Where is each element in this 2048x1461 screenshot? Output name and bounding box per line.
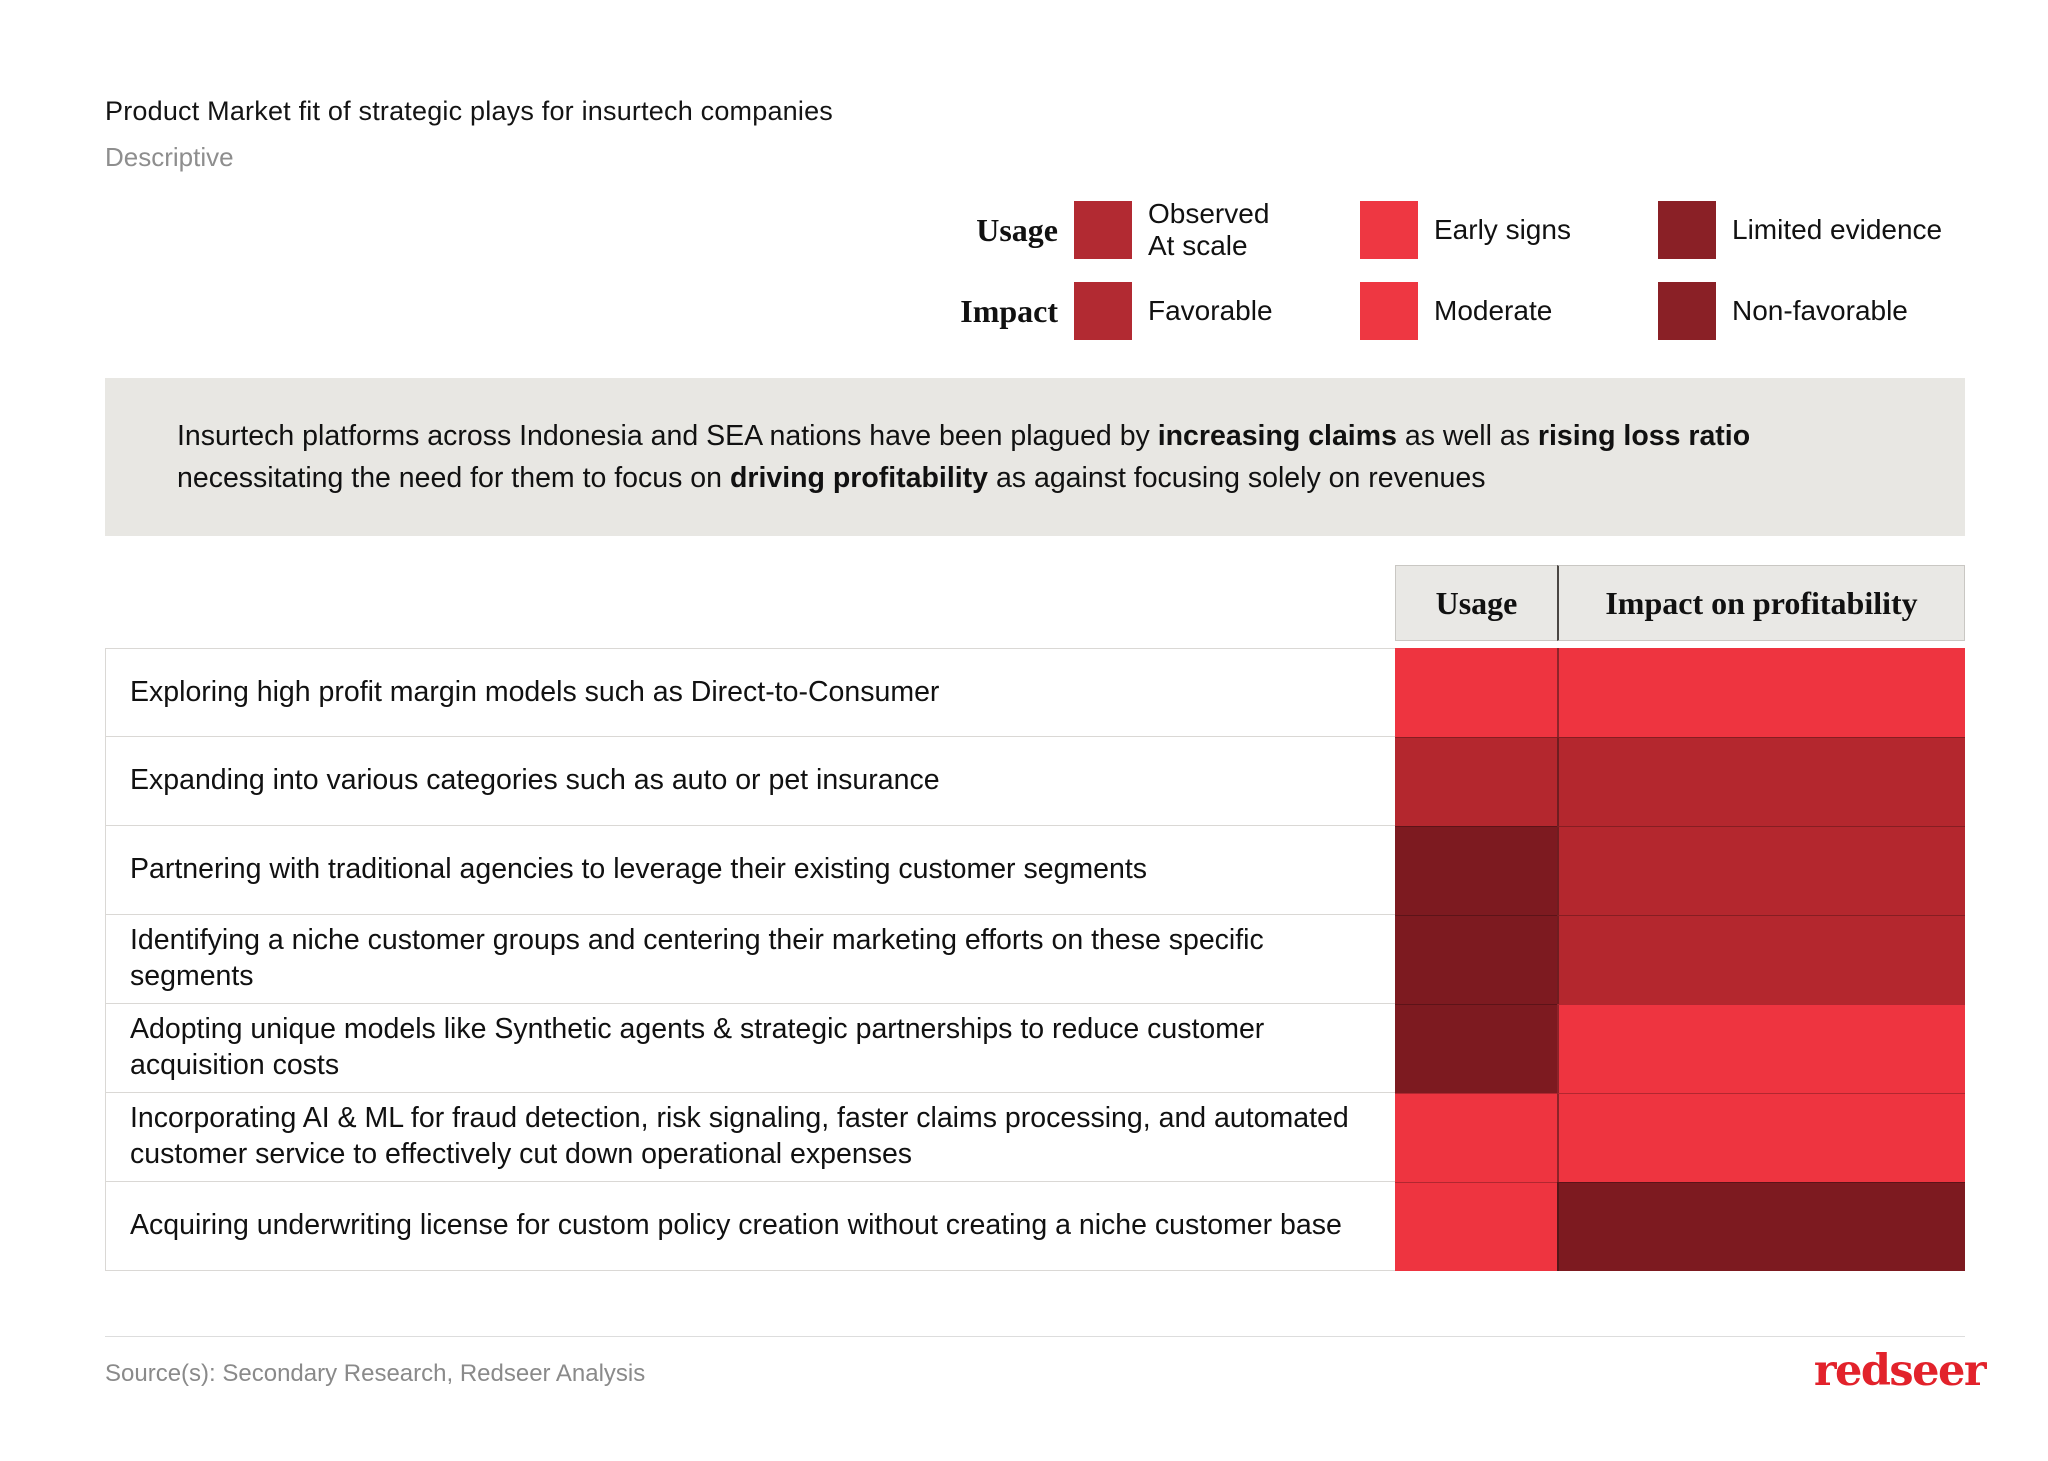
legend-swatch-observed_at_scale (1074, 201, 1132, 260)
callout-segment: necessitating the need for them to focus… (177, 462, 730, 494)
legend-swatch-early_signs (1360, 201, 1418, 260)
table-row: Adopting unique models like Synthetic ag… (105, 1004, 1965, 1093)
legend-label-moderate: Moderate (1434, 295, 1553, 327)
strategy-matrix: Usage Impact on profitability Exploring … (105, 565, 1965, 1271)
callout-text: Insurtech platforms across Indonesia and… (177, 415, 1875, 499)
callout-box: Insurtech platforms across Indonesia and… (105, 378, 1965, 536)
impact-cell-favorable (1557, 915, 1965, 1004)
matrix-rows: Exploring high profit margin models such… (105, 648, 1965, 1271)
callout-segment: Insurtech platforms across Indonesia and… (177, 419, 1158, 452)
strategy-cell: Incorporating AI & ML for fraud detectio… (105, 1093, 1395, 1182)
strategy-cell: Identifying a niche customer groups and … (105, 915, 1395, 1004)
impact-cell-favorable (1557, 826, 1965, 915)
page-title: Product Market fit of strategic plays fo… (105, 96, 834, 126)
callout-emphasis: driving profitability (729, 462, 989, 494)
table-row: Partnering with traditional agencies to … (105, 826, 1965, 915)
strategy-cell: Adopting unique models like Synthetic ag… (105, 1004, 1395, 1093)
impact-cell-moderate (1557, 648, 1965, 737)
matrix-header: Usage Impact on profitability (1395, 565, 1965, 641)
usage-cell-observed_at_scale (1395, 737, 1557, 826)
legend-swatch-moderate (1360, 282, 1418, 341)
strategy-cell: Exploring high profit margin models such… (105, 648, 1395, 737)
strategy-cell: Expanding into various categories such a… (105, 737, 1395, 826)
legend-label-limited_evidence: Limited evidence (1732, 214, 1943, 246)
legend-label-observed_at_scale: Observed At scale (1148, 198, 1270, 262)
impact-cell-moderate (1557, 1093, 1965, 1182)
legend: Usage Observed At scale Early signs Limited… (928, 198, 2032, 341)
usage-cell-early_signs (1395, 648, 1557, 737)
usage-column-header: Usage (1395, 565, 1557, 641)
impact-cell-favorable (1557, 737, 1965, 826)
table-row: Identifying a niche customer groups and … (105, 915, 1965, 1004)
usage-cell-limited_evidence (1395, 915, 1557, 1004)
table-row: Incorporating AI & ML for fraud detectio… (105, 1093, 1965, 1182)
callout-emphasis: increasing claims (1157, 419, 1397, 452)
legend-swatch-favorable (1074, 282, 1132, 341)
callout-emphasis: rising loss ratio (1537, 419, 1751, 452)
impact-cell-non_favorable (1557, 1182, 1965, 1271)
source-note: Source(s): Secondary Research, Redseer A… (105, 1360, 646, 1387)
page-subtitle: Descriptive (105, 142, 234, 172)
usage-cell-early_signs (1395, 1093, 1557, 1182)
table-row: Exploring high profit margin models such… (105, 648, 1965, 737)
strategy-cell: Partnering with traditional agencies to … (105, 826, 1395, 915)
callout-segment: as well as (1396, 419, 1538, 452)
table-row: Expanding into various categories such a… (105, 737, 1965, 826)
legend-swatch-non_favorable (1658, 282, 1716, 341)
legend-swatch-limited_evidence (1658, 201, 1716, 260)
usage-cell-limited_evidence (1395, 1004, 1557, 1093)
table-row: Acquiring underwriting license for custo… (105, 1182, 1965, 1271)
callout-segment: as against focusing solely on revenues (988, 462, 1486, 494)
strategy-cell: Acquiring underwriting license for custo… (105, 1182, 1395, 1271)
footer-divider (105, 1336, 1965, 1337)
legend-label-non_favorable: Non-favorable (1732, 295, 1908, 327)
redseer-logo: redseer (1813, 1346, 1987, 1396)
legend-row-label: Impact (960, 292, 1058, 329)
legend-row-label: Usage (976, 211, 1058, 248)
impact-column-header: Impact on profitability (1557, 565, 1965, 641)
legend-label-early_signs: Early signs (1434, 214, 1571, 246)
legend-label-favorable: Favorable (1148, 295, 1273, 327)
usage-cell-early_signs (1395, 1182, 1557, 1271)
usage-cell-limited_evidence (1395, 826, 1557, 915)
impact-cell-moderate (1557, 1004, 1965, 1093)
